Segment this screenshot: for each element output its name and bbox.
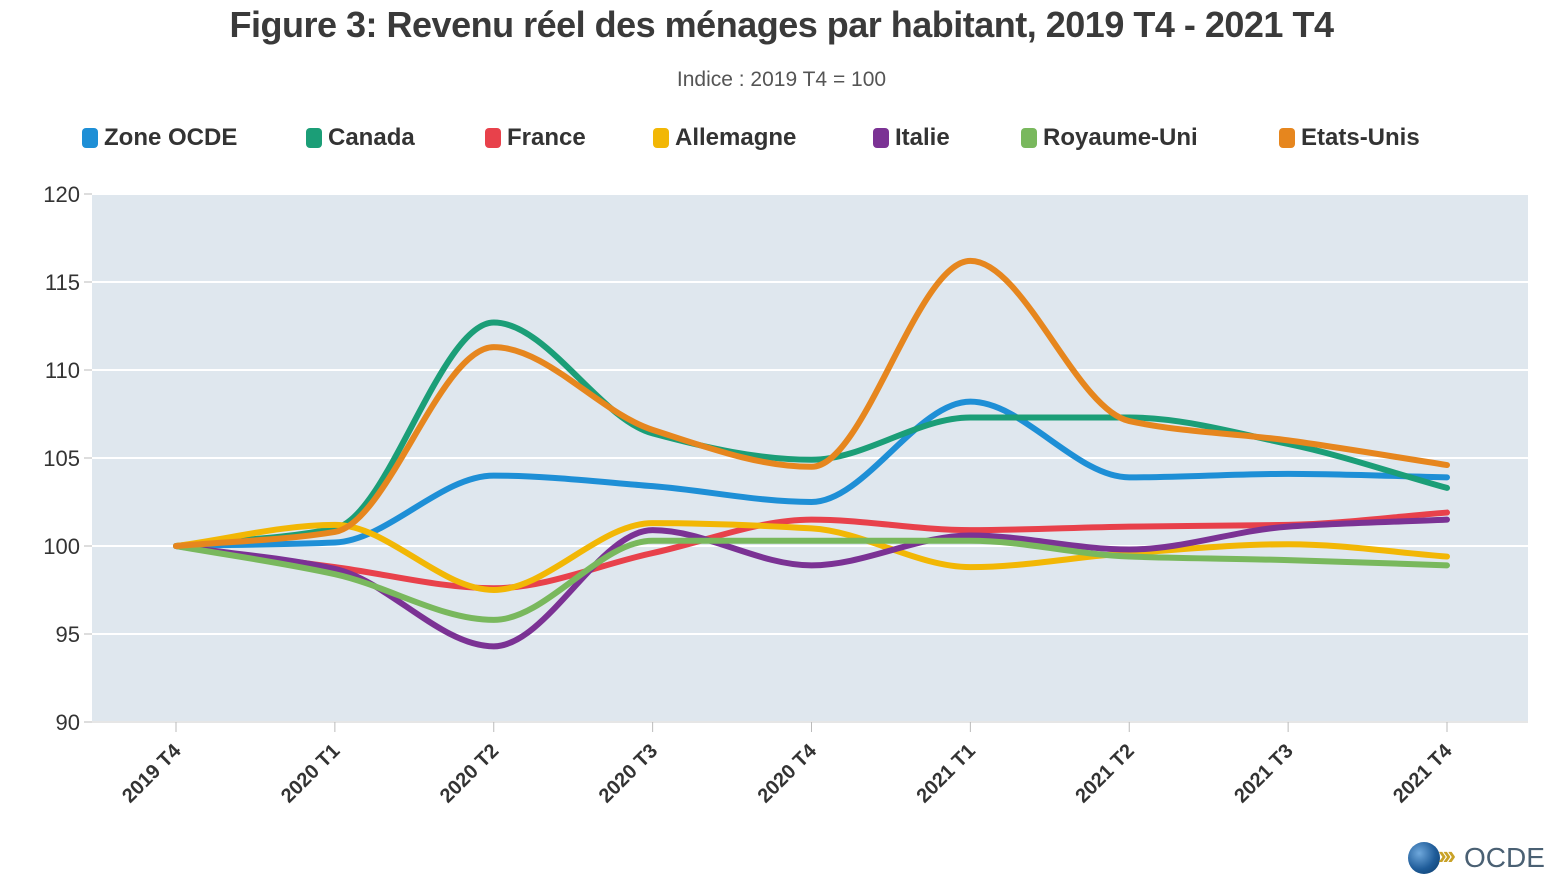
legend-item[interactable]: Canada <box>306 120 415 156</box>
legend-label: Zone OCDE <box>104 124 238 151</box>
series-line-royaume-uni <box>173 537 1450 623</box>
y-tick-label: 120 <box>43 182 80 207</box>
legend-label: Allemagne <box>675 124 797 151</box>
legend-swatch <box>1021 128 1037 148</box>
legend-item[interactable]: France <box>485 120 586 156</box>
x-tick-label: 2020 T2 <box>436 740 503 807</box>
y-tick-label: 100 <box>43 534 80 559</box>
legend-label: Italie <box>895 124 950 151</box>
x-tick-label: 2020 T3 <box>595 740 662 807</box>
legend-item[interactable]: Etats-Unis <box>1279 120 1420 156</box>
series-line-canada <box>173 319 1450 549</box>
series-line-allemagne <box>173 520 1450 593</box>
legend-item[interactable]: Allemagne <box>653 120 796 156</box>
x-tick-label: 2021 T3 <box>1230 740 1297 807</box>
oecd-globe-icon <box>1408 842 1440 874</box>
legend-label: Canada <box>328 124 415 151</box>
x-tick-label: 2019 T4 <box>118 739 186 807</box>
x-tick-label: 2020 T1 <box>277 740 344 807</box>
y-tick-label: 115 <box>45 270 80 295</box>
legend-item[interactable]: Zone OCDE <box>82 120 237 156</box>
legend-label: Etats-Unis <box>1301 124 1420 151</box>
series-line-france <box>173 509 1450 592</box>
series-line-italie <box>173 516 1450 650</box>
logo-text: OCDE <box>1464 842 1545 873</box>
legend-label: Royaume-Uni <box>1043 124 1198 151</box>
legend-label: France <box>507 124 586 151</box>
series-line-zone-ocde <box>173 398 1450 549</box>
legend-swatch <box>306 128 322 148</box>
legend-swatch <box>1279 128 1295 148</box>
legend-swatch <box>485 128 501 148</box>
x-tick-label: 2021 T1 <box>912 740 979 807</box>
series-line-etats-unis <box>173 257 1450 549</box>
chart-title: Figure 3: Revenu réel des ménages par ha… <box>229 4 1334 45</box>
x-tick-label: 2020 T4 <box>754 739 822 807</box>
legend-swatch <box>653 128 669 148</box>
y-tick-label: 110 <box>45 358 80 383</box>
x-tick-label: 2021 T4 <box>1389 739 1457 807</box>
y-tick-label: 105 <box>43 446 80 471</box>
chart-legend: Zone OCDE Canada France Allemagne Italie Roya… <box>0 120 1563 156</box>
ocde-logo: ››› OCDE <box>1406 840 1556 876</box>
legend-swatch <box>873 128 889 148</box>
legend-item[interactable]: Italie <box>873 120 950 156</box>
y-tick-label: 90 <box>56 710 80 735</box>
legend-item[interactable]: Royaume-Uni <box>1021 120 1198 156</box>
x-tick-label: 2021 T2 <box>1071 740 1138 807</box>
chevron-icon: ››› <box>1438 840 1456 870</box>
legend-swatch <box>82 128 98 148</box>
y-tick-label: 95 <box>56 622 80 647</box>
chart-subtitle: Indice : 2019 T4 = 100 <box>676 68 887 91</box>
